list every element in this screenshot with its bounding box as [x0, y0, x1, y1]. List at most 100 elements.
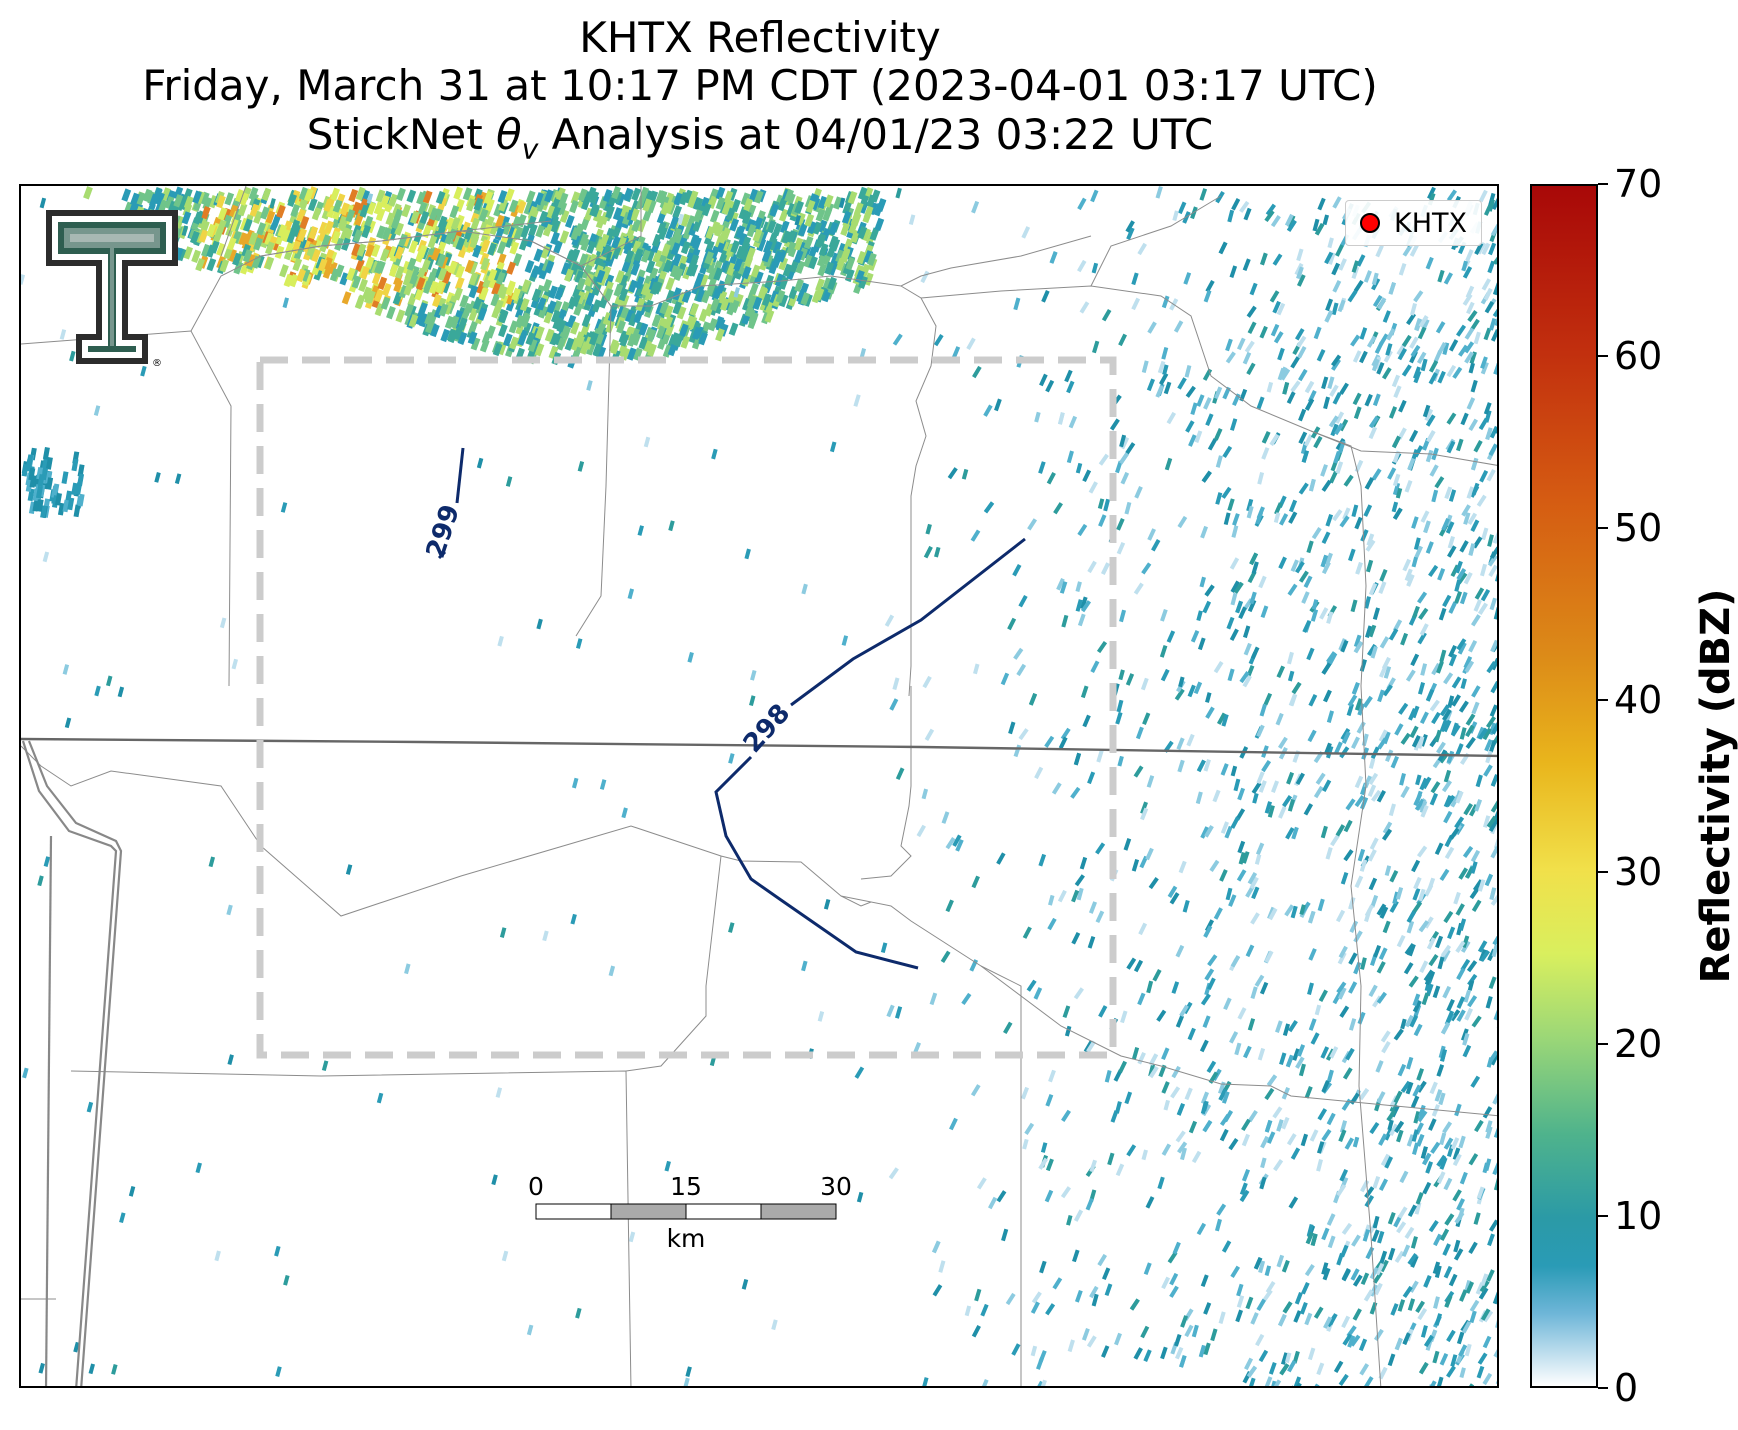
echo-pixel [642, 198, 653, 212]
echo-pixel [1465, 736, 1476, 749]
echo-pixel [1321, 479, 1332, 492]
echo-pixel [468, 272, 479, 286]
echo-pixel [665, 289, 675, 304]
echo-pixel [1184, 1324, 1194, 1338]
echo-pixel [323, 198, 334, 212]
echo-pixel [1409, 1014, 1419, 1028]
echo-pixel [1266, 1074, 1278, 1087]
colorbar-tick [1598, 1215, 1608, 1217]
echo-pixel [1293, 1310, 1302, 1323]
echo-pixel [1227, 209, 1235, 223]
echo-pixel [1413, 876, 1422, 890]
echo-pixel [1339, 382, 1349, 395]
echo-pixel [428, 280, 439, 295]
echo-pixel [1157, 360, 1166, 374]
echo-pixel [1221, 713, 1229, 727]
echo-pixel [546, 205, 556, 219]
echo-pixel [1011, 1343, 1021, 1356]
echo-pixel [1174, 688, 1185, 701]
echo-pixel [1190, 630, 1200, 643]
echo-pixel [1494, 421, 1497, 435]
echo-pixel [1378, 947, 1388, 960]
echo-pixel [1354, 698, 1363, 711]
echo-pixel [226, 237, 237, 251]
echo-pixel [1075, 462, 1083, 474]
echo-pixel [772, 222, 783, 237]
echo-pixel [1287, 1019, 1298, 1033]
echo-pixel [430, 323, 440, 338]
echo-pixel [1298, 408, 1307, 422]
echo-pixel [62, 664, 70, 675]
echo-pixel [542, 223, 553, 237]
echo-pixel [1316, 1141, 1325, 1154]
echo-pixel [366, 201, 377, 215]
echo-pixel [195, 258, 205, 272]
echo-pixel [769, 290, 780, 304]
echo-pixel [1258, 1260, 1266, 1274]
echo-pixel [69, 350, 76, 362]
echo-pixel [1304, 1312, 1313, 1326]
echo-pixel [1241, 1118, 1251, 1132]
echo-pixel [603, 288, 614, 302]
echo-pixel [1404, 568, 1413, 582]
echo-pixel [1420, 1146, 1428, 1159]
echo-pixel [1395, 487, 1403, 499]
colorbar-tick-label: 40 [1614, 678, 1663, 722]
echo-pixel [1308, 694, 1318, 707]
echo-pixel [93, 405, 101, 416]
echo-pixel [1456, 438, 1464, 452]
echo-pixel [701, 289, 711, 304]
echo-pixel [442, 270, 452, 284]
echo-pixel [676, 306, 687, 320]
echo-pixel [1459, 540, 1469, 553]
echo-pixel [1177, 1141, 1188, 1154]
echo-pixel [45, 457, 53, 470]
echo-pixel [1389, 1123, 1399, 1137]
echo-pixel [1418, 888, 1426, 902]
echo-pixel [1235, 1309, 1244, 1323]
echo-pixel [1450, 1137, 1460, 1150]
echo-pixel [1426, 937, 1436, 950]
echo-pixel [972, 365, 982, 379]
echo-pixel [715, 328, 725, 342]
echo-pixel [1163, 381, 1172, 395]
echo-pixel [361, 224, 372, 239]
echo-pixel [1271, 780, 1279, 793]
echo-pixel [1204, 968, 1215, 981]
echo-pixel [1379, 1259, 1389, 1273]
echo-pixel [1425, 1161, 1434, 1174]
echo-pixel [1301, 1281, 1310, 1295]
echo-pixel [564, 337, 575, 351]
echo-pixel [1413, 1110, 1421, 1124]
echo-pixel [1348, 1018, 1357, 1031]
echo-pixel [812, 221, 823, 235]
echo-pixel [422, 224, 432, 239]
echo-pixel [1465, 724, 1475, 738]
echo-pixel [1202, 600, 1212, 614]
echo-pixel [1264, 1265, 1272, 1277]
echo-pixel [191, 249, 201, 263]
echo-pixel [679, 323, 689, 337]
echo-pixel [214, 1250, 221, 1262]
echo-pixel [1107, 1152, 1115, 1166]
echo-pixel [1229, 265, 1238, 278]
echo-pixel [684, 250, 695, 264]
echo-pixel [1229, 1031, 1239, 1044]
echo-pixel [1317, 197, 1326, 211]
echo-pixel [1351, 736, 1360, 750]
echo-pixel [1332, 280, 1342, 293]
echo-pixel [1422, 1152, 1432, 1166]
echo-pixel [718, 230, 728, 244]
echo-pixel [1229, 628, 1239, 642]
echo-pixel [1471, 701, 1480, 715]
echo-pixel [1324, 251, 1334, 265]
echo-pixel [183, 246, 193, 260]
echo-pixel [637, 525, 644, 536]
echo-pixel [1300, 1133, 1309, 1147]
echo-pixel [1268, 1362, 1277, 1375]
echo-pixel [895, 767, 905, 781]
echo-pixel [1332, 196, 1342, 209]
echo-pixel [174, 473, 182, 485]
echo-pixel [1325, 298, 1334, 312]
echo-pixel [1359, 327, 1368, 340]
